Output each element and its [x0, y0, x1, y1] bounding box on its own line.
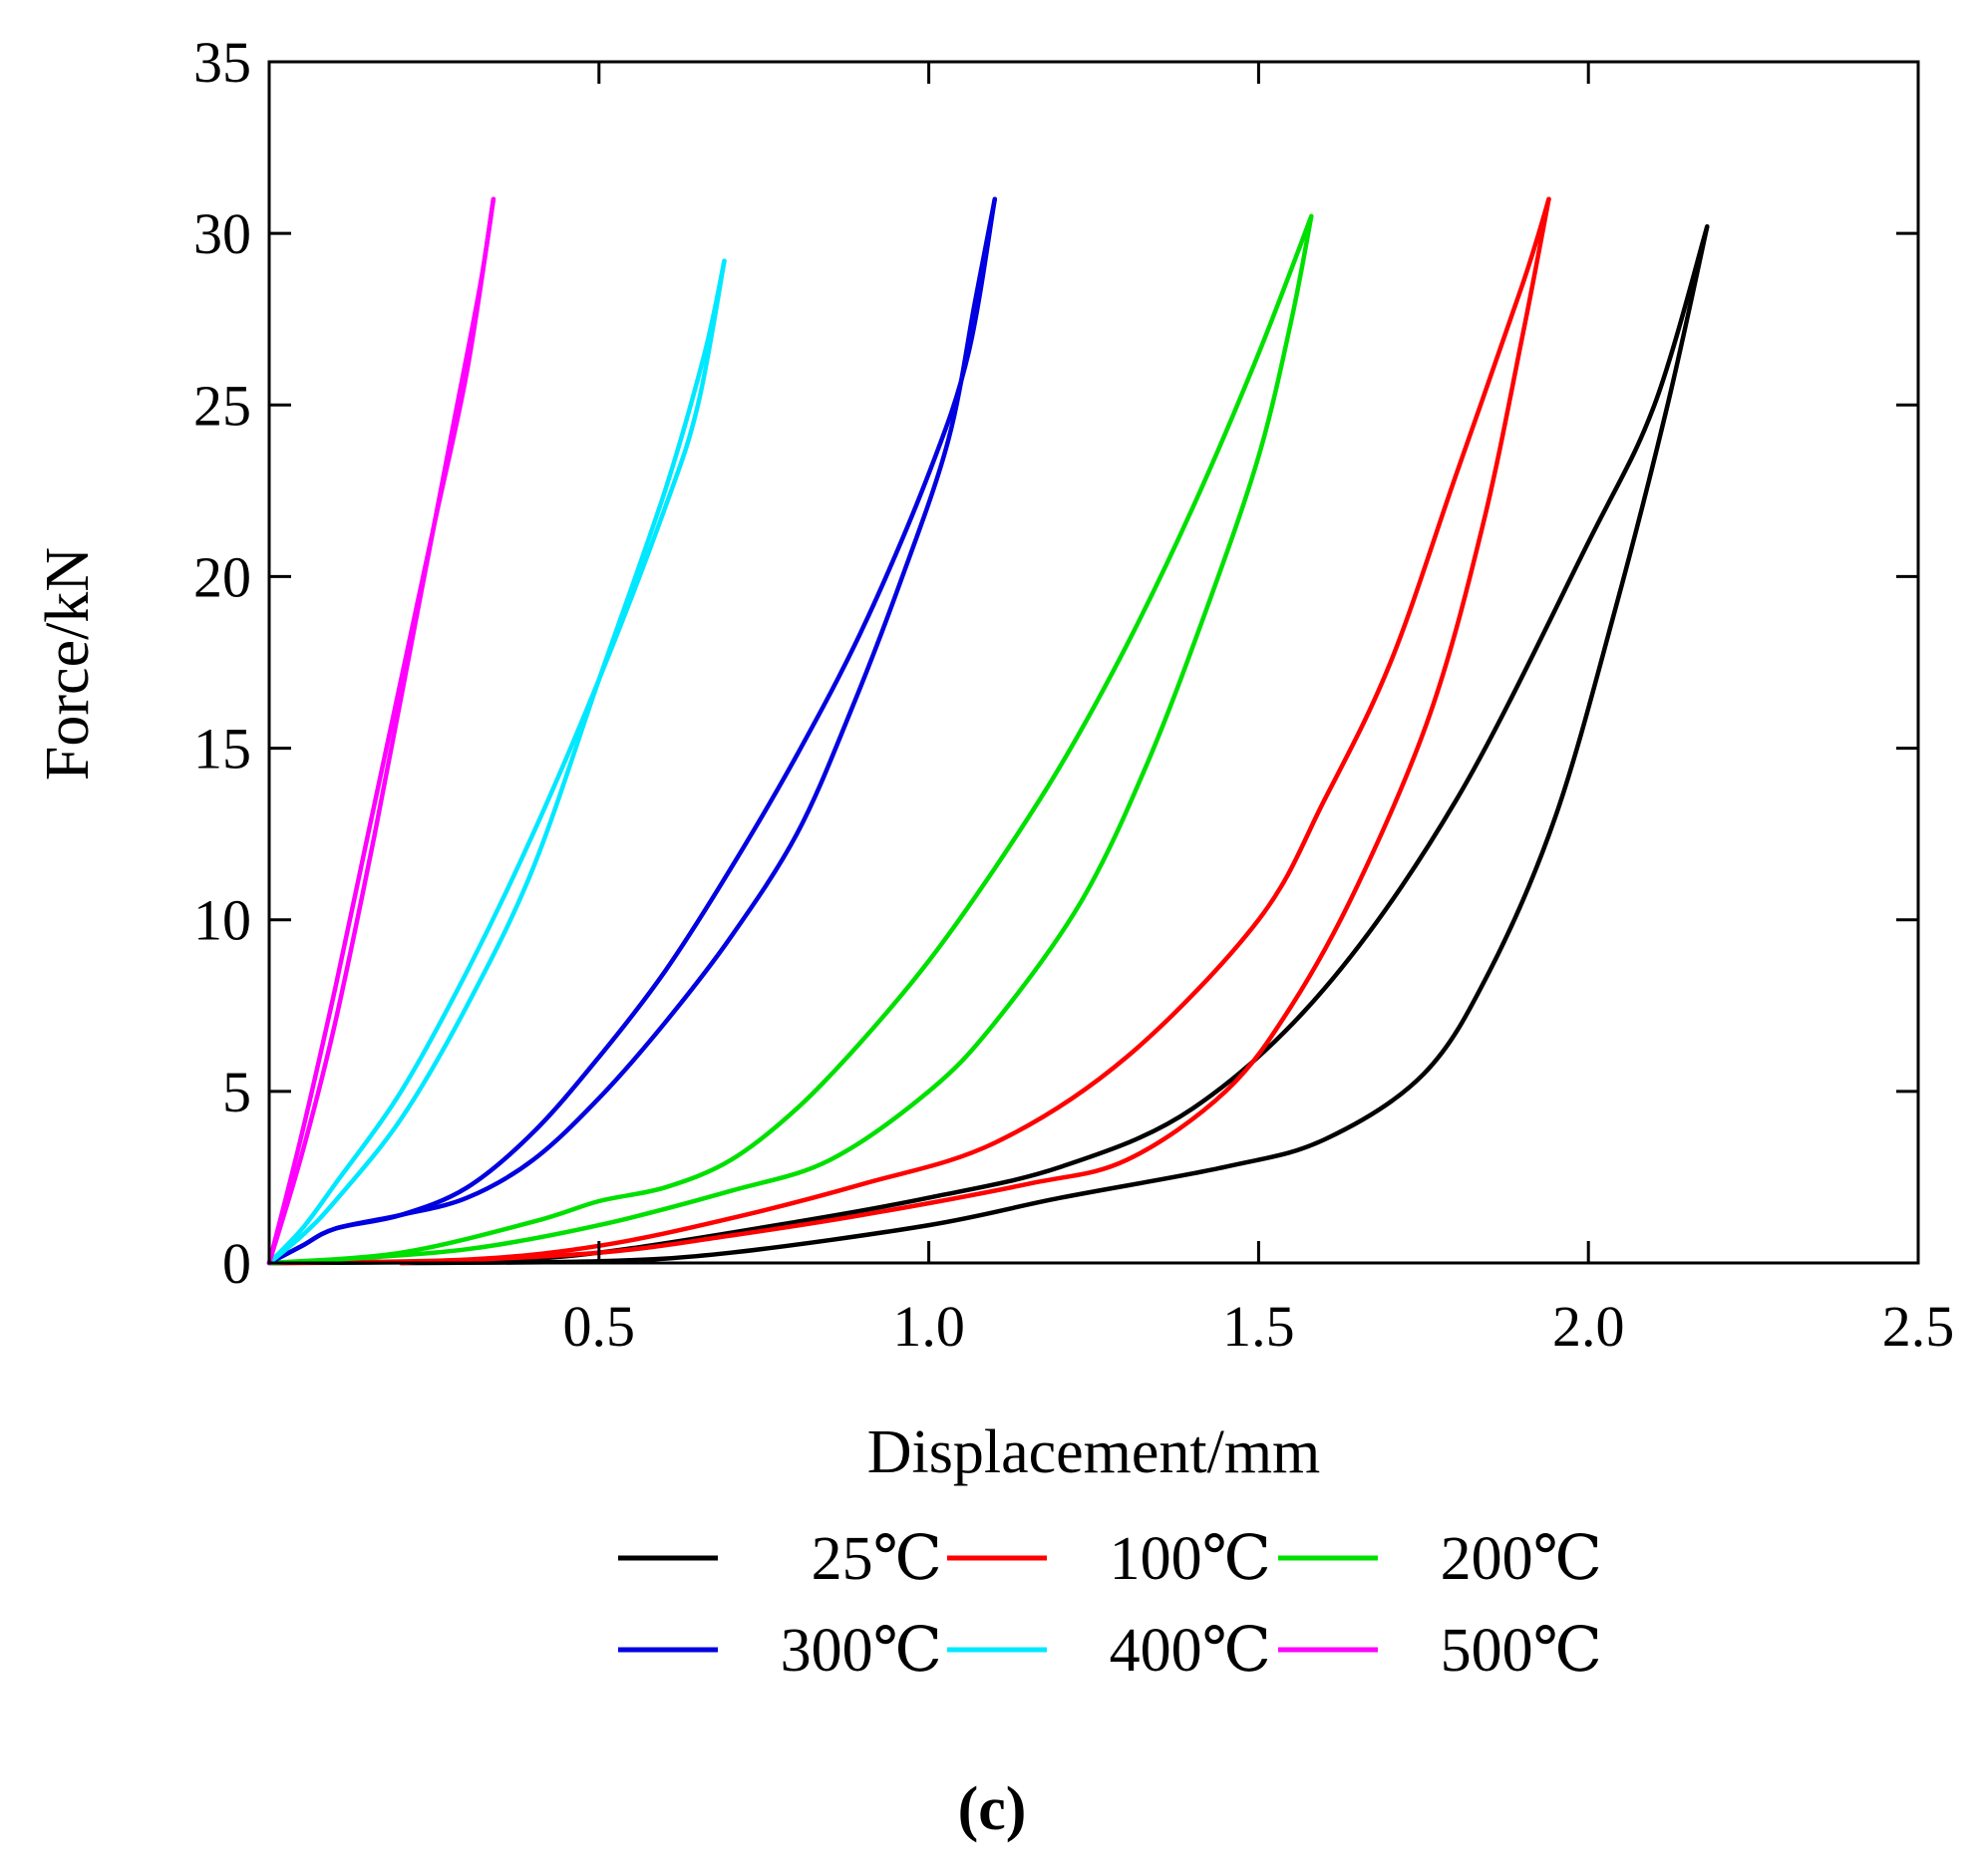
y-tick-label: 10 [193, 888, 251, 953]
legend-label: 400℃ [1110, 1617, 1271, 1685]
series-300C [266, 196, 998, 1266]
legend-entry-200C: 200℃ [1278, 1525, 1602, 1593]
y-tick-label: 30 [193, 201, 251, 266]
figure-caption: (c) [958, 1775, 1027, 1843]
legend-label: 100℃ [1110, 1525, 1271, 1593]
plot-area-frame [267, 60, 1920, 1265]
x-tick-label: 2.0 [1552, 1294, 1625, 1359]
series-500C [266, 196, 496, 1266]
series-300C-loading-line [266, 196, 998, 1266]
series-100C-unloading-line [399, 196, 1551, 1266]
y-tick-label: 15 [193, 717, 251, 782]
x-tick-label: 2.5 [1882, 1294, 1955, 1359]
y-tick-label: 0 [222, 1231, 251, 1296]
x-axis-label: Displacement/mm [867, 1418, 1321, 1486]
legend-label: 500℃ [1441, 1617, 1602, 1685]
y-tick-label: 35 [193, 30, 251, 95]
legend-label: 300℃ [781, 1617, 942, 1685]
series-100C [266, 196, 1551, 1266]
y-tick-label: 20 [193, 544, 251, 609]
series-layer [266, 196, 1710, 1266]
series-100C-loading-line [266, 196, 1551, 1266]
x-tick-label: 1.5 [1222, 1294, 1295, 1359]
series-25C-loading-line [266, 224, 1710, 1266]
x-tick-label: 0.5 [563, 1294, 636, 1359]
series-200C [266, 213, 1314, 1266]
series-25C [266, 224, 1710, 1266]
legend-entry-300C: 300℃ [618, 1617, 942, 1685]
y-tick-label: 25 [193, 373, 251, 438]
series-200C-loading-line [266, 213, 1314, 1266]
series-400C-unloading-line [266, 258, 727, 1266]
legend-label: 200℃ [1441, 1525, 1602, 1593]
series-200C-unloading-line [266, 213, 1314, 1266]
x-tick-label: 1.0 [892, 1294, 965, 1359]
series-500C-loading-line [266, 196, 496, 1266]
series-400C [266, 258, 727, 1266]
series-25C-unloading-line [399, 224, 1710, 1266]
legend-entry-100C: 100℃ [947, 1525, 1271, 1593]
legend-entry-400C: 400℃ [947, 1617, 1271, 1685]
series-500C-unloading-line [266, 196, 496, 1266]
legend-entry-25C: 25℃ [618, 1525, 942, 1593]
legend: 25℃ 100℃ 200℃ 300℃ 400℃ 500℃ [618, 1525, 1602, 1685]
legend-entry-500C: 500℃ [1278, 1617, 1602, 1685]
tick-layer: 0 5 10 15 20 25 30 35 0.5 1.0 1.5 2.0 2.5 [193, 30, 1954, 1359]
legend-label: 25℃ [812, 1525, 942, 1593]
y-axis-label: Force/kN [34, 547, 102, 781]
y-tick-label: 5 [222, 1060, 251, 1124]
series-400C-loading-line [266, 258, 727, 1266]
series-300C-unloading-line [266, 196, 998, 1266]
